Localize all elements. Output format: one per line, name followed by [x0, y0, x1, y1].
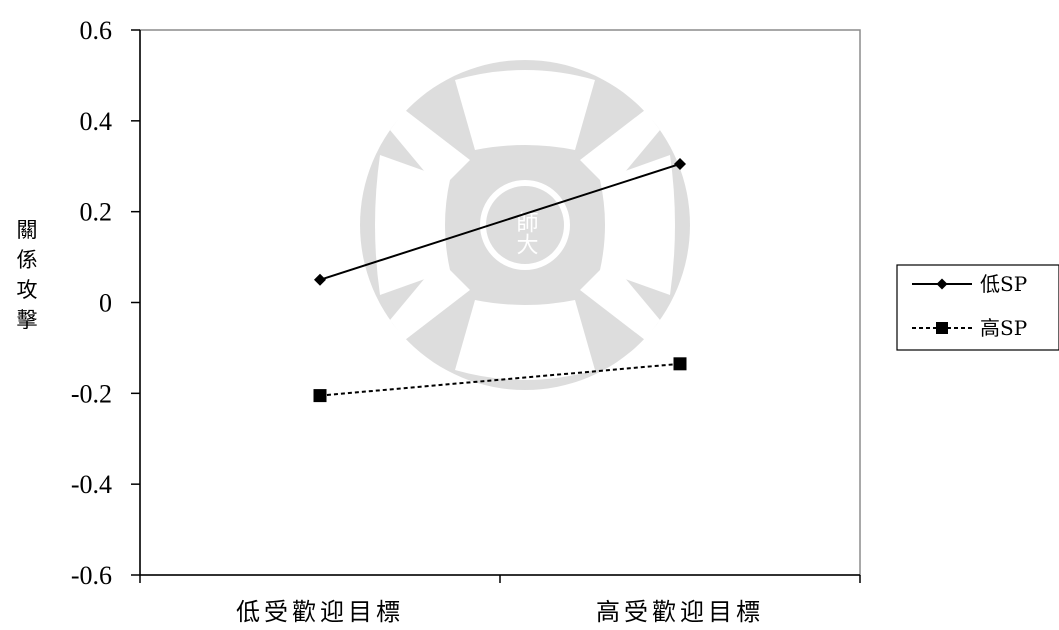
x-category-label: 高受歡迎目標 [596, 598, 764, 626]
y-tick-label: -0.4 [71, 470, 112, 499]
y-tick-label: -0.2 [71, 379, 112, 408]
y-tick-label: 0.2 [80, 198, 113, 227]
series-line-1 [319, 362, 681, 397]
x-ticks: 低受歡迎目標 高受歡迎目標 [139, 575, 861, 626]
legend-label-1: 高SP [980, 316, 1027, 340]
y-tick-label: 0 [99, 289, 112, 318]
y-tick-label: 0.4 [80, 107, 113, 136]
legend: 低SP 高SP [896, 264, 1059, 351]
y-tick-label: 0.6 [80, 16, 113, 45]
series-line-0 [319, 163, 681, 281]
y-tick-label: -0.6 [71, 561, 112, 590]
data-point-diamond [674, 157, 686, 170]
y-axis-label-char: 關 [17, 218, 38, 242]
series-layer [313, 157, 687, 403]
y-ticks: 0.6 0.4 0.2 0 -0.2 -0.4 -0.6 [71, 16, 140, 590]
data-point-diamond [314, 273, 326, 286]
y-axis-label-char: 攻 [17, 278, 38, 302]
watermark-text: 師大 [513, 211, 539, 255]
legend-box [896, 264, 1059, 351]
data-point-square [313, 389, 327, 403]
watermark-seal: 師大 [360, 60, 690, 390]
y-axis-label-char: 係 [17, 248, 38, 272]
y-axis-label-char: 擊 [17, 308, 38, 332]
x-category-label: 低受歡迎目標 [236, 598, 404, 626]
legend-marker-square [936, 322, 948, 334]
legend-label-0: 低SP [980, 272, 1027, 296]
legend-marker-diamond [936, 278, 948, 290]
data-point-square [673, 357, 687, 371]
